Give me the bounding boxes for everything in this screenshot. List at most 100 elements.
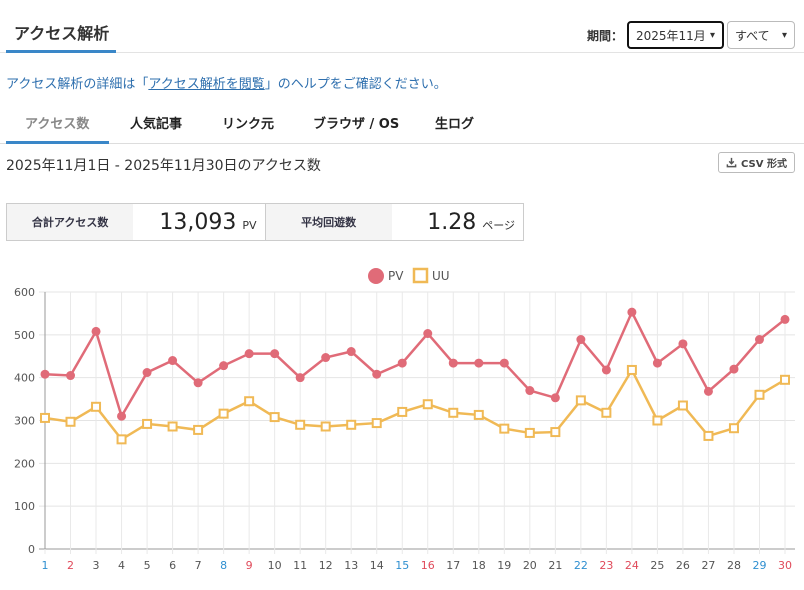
pv-point	[219, 361, 229, 371]
pv-point	[346, 347, 356, 357]
uu-point	[575, 395, 586, 406]
pv-point	[168, 356, 178, 366]
pv-point	[66, 371, 76, 381]
avg-pages-unit: ページ	[482, 219, 516, 232]
uu-point	[754, 389, 765, 400]
uu-point	[601, 407, 612, 418]
total-access-label: 合計アクセス数	[7, 204, 134, 240]
x-tick-label: 27	[701, 559, 715, 572]
pv-point	[321, 353, 331, 363]
x-tick-label: 21	[548, 559, 562, 572]
x-tick-label: 17	[446, 559, 460, 572]
legend-uu-marker	[412, 267, 429, 284]
tab-referrers[interactable]: リンク元	[222, 117, 275, 132]
tab-raw-log[interactable]: 生ログ	[435, 117, 475, 132]
pv-point	[91, 326, 101, 336]
pv-point	[193, 378, 203, 388]
avg-pages-label: 平均回遊数	[265, 204, 392, 240]
pv-point	[142, 368, 152, 378]
x-tick-label: 2	[67, 559, 74, 572]
help-link[interactable]: アクセス解析を閲覧	[148, 77, 265, 92]
uu-point	[346, 419, 357, 430]
x-tick-label: 18	[472, 559, 486, 572]
pv-point	[372, 369, 382, 379]
avg-pages-number: 1.28	[427, 210, 477, 235]
x-tick-label: 15	[395, 559, 409, 572]
uu-point	[91, 401, 102, 412]
tab-browser-os[interactable]: ブラウザ / OS	[313, 117, 400, 132]
x-tick-label: 1	[42, 559, 49, 572]
pv-point	[117, 411, 127, 421]
pv-point	[627, 307, 637, 317]
x-tick-label: 11	[293, 559, 307, 572]
pv-point	[754, 335, 764, 345]
csv-button-label: CSV 形式	[741, 159, 787, 170]
help-text: アクセス解析の詳細は「アクセス解析を閲覧」のヘルプをご確認ください。	[6, 73, 447, 92]
uu-point	[244, 396, 255, 407]
total-access-unit: PV	[242, 219, 257, 232]
series-line-pv	[44, 309, 786, 420]
uu-point	[142, 418, 153, 429]
legend-pv-label: PV	[388, 269, 404, 283]
month-select-value: 2025年11月	[636, 28, 706, 43]
stats-divider	[264, 204, 266, 240]
pv-point	[729, 364, 739, 374]
pv-point	[678, 339, 688, 349]
download-icon	[726, 157, 737, 168]
x-tick-label: 4	[118, 559, 125, 572]
x-tick-label: 3	[93, 559, 100, 572]
x-tick-label: 9	[246, 559, 253, 572]
title-underline	[6, 50, 116, 53]
pv-point	[780, 314, 790, 324]
page-title: アクセス解析	[14, 24, 110, 43]
help-prefix: アクセス解析の詳細は「	[6, 77, 149, 92]
pv-point	[550, 393, 560, 403]
chevron-down-icon: ▾	[781, 29, 787, 41]
x-tick-label: 5	[144, 559, 151, 572]
x-tick-label: 7	[195, 559, 202, 572]
pv-point	[423, 329, 433, 339]
type-select[interactable]: すべて ▾	[727, 21, 795, 49]
y-tick-label: 600	[14, 286, 35, 299]
period-label: 期間：	[587, 29, 624, 43]
pv-point	[40, 369, 50, 379]
x-tick-label: 10	[268, 559, 282, 572]
pv-point	[576, 335, 586, 345]
csv-export-button[interactable]: CSV 形式	[718, 152, 795, 173]
uu-point	[550, 427, 561, 438]
pv-point	[703, 386, 713, 396]
x-tick-label: 8	[220, 559, 227, 572]
uu-point	[167, 421, 178, 432]
chart-grid	[39, 291, 795, 554]
tab-access-count[interactable]: アクセス数	[25, 117, 90, 132]
uu-point	[652, 415, 663, 426]
pv-point	[474, 358, 484, 368]
y-tick-label: 100	[14, 500, 35, 513]
pv-point	[525, 386, 535, 396]
y-tick-label: 500	[14, 329, 35, 342]
x-tick-label: 13	[344, 559, 358, 572]
month-select[interactable]: 2025年11月 ▾	[627, 21, 724, 49]
series-line-uu	[44, 367, 786, 441]
pv-point	[244, 349, 254, 359]
x-tick-label: 20	[523, 559, 537, 572]
uu-point	[397, 406, 408, 417]
pv-point	[397, 358, 407, 368]
uu-point	[422, 399, 433, 410]
y-tick-label: 200	[14, 457, 35, 470]
x-tick-label: 6	[169, 559, 176, 572]
tab-popular-articles[interactable]: 人気記事	[130, 117, 183, 132]
uu-point	[626, 364, 637, 375]
pv-point	[270, 349, 280, 359]
uu-point	[193, 424, 204, 435]
y-tick-label: 0	[28, 543, 35, 556]
tab-bar: アクセス数 人気記事 リンク元 ブラウザ / OS 生ログ	[0, 103, 804, 144]
x-tick-label: 12	[319, 559, 333, 572]
legend-uu-label: UU	[432, 269, 450, 283]
uu-point	[780, 374, 790, 385]
page-header: アクセス解析 期間： 2025年11月 ▾ すべて ▾	[0, 0, 804, 53]
uu-point	[116, 434, 127, 445]
x-tick-label: 25	[650, 559, 664, 572]
x-tick-label: 19	[497, 559, 511, 572]
